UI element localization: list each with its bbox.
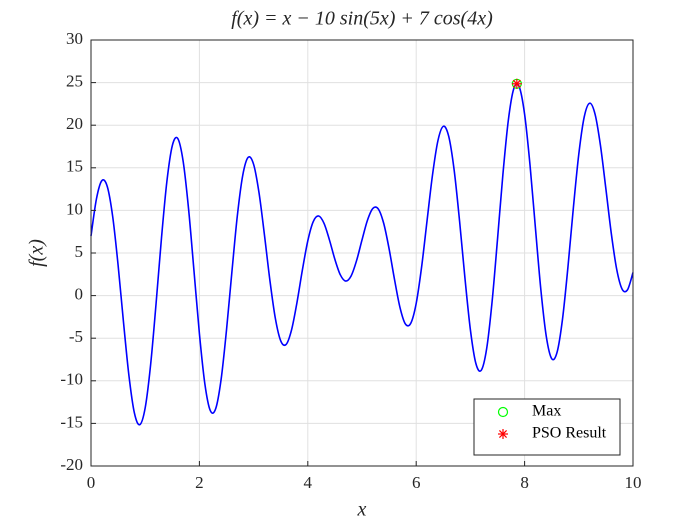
legend-box xyxy=(473,398,621,456)
marker-asterisk xyxy=(498,429,508,439)
marker-circle xyxy=(497,406,509,418)
y-tick-label: -10 xyxy=(60,370,83,389)
x-tick-label: 8 xyxy=(520,473,529,492)
y-tick-label: -15 xyxy=(60,412,83,431)
y-tick-label: 20 xyxy=(66,114,83,133)
y-tick-label: -20 xyxy=(60,455,83,474)
x-tick-label: 2 xyxy=(195,473,204,492)
y-tick-label: 0 xyxy=(75,285,84,304)
x-axis-label: x xyxy=(357,499,367,521)
y-tick-label: 25 xyxy=(66,72,83,91)
legend-label: PSO Result xyxy=(532,425,607,442)
y-tick-label: 5 xyxy=(75,242,84,261)
x-tick-label: 0 xyxy=(87,473,96,492)
data-line xyxy=(90,83,634,426)
x-tick-label: 6 xyxy=(412,473,421,492)
y-axis-label: f(x) xyxy=(26,239,48,267)
x-tick-label: 10 xyxy=(625,473,642,492)
plot-area xyxy=(90,78,634,426)
y-tick-label: 10 xyxy=(66,199,83,218)
legend: Max PSO Result xyxy=(473,398,621,456)
y-tick-label: -5 xyxy=(69,327,83,346)
y-tick-label: 30 xyxy=(66,29,83,48)
asterisk-stroke xyxy=(512,79,521,88)
legend-label: Max xyxy=(532,403,561,420)
y-tick-label: 15 xyxy=(66,157,83,176)
marker-asterisk xyxy=(511,78,522,89)
x-tick-label: 4 xyxy=(304,473,313,492)
grid xyxy=(90,39,634,467)
chart-title: f(x) = x − 10 sin(5x) + 7 cos(4x) xyxy=(231,8,493,30)
asterisk-stroke xyxy=(498,429,508,439)
